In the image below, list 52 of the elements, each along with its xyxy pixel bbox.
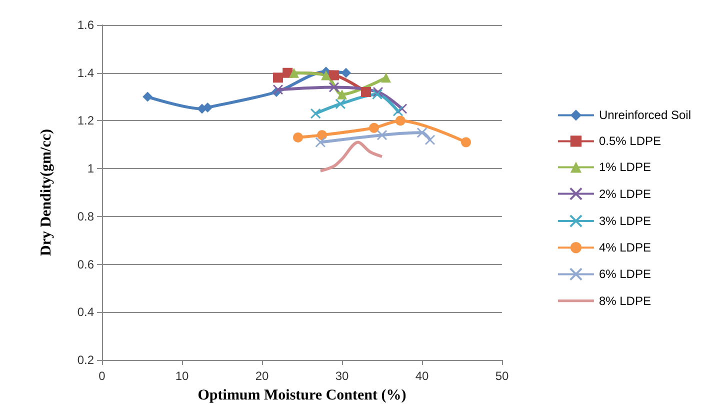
y-tick-label: 1.6 [77, 18, 94, 32]
point [376, 130, 388, 140]
point [272, 84, 284, 95]
y-tick-label: 0.4 [77, 305, 94, 320]
point [321, 70, 331, 80]
y-tick-label: 1.2 [77, 114, 94, 128]
point [317, 130, 327, 140]
point [424, 134, 436, 146]
point [396, 104, 408, 114]
line-series [318, 140, 384, 172]
point [461, 137, 471, 148]
point [392, 106, 404, 116]
legend-label: 6% LDPE [598, 267, 651, 282]
legend-label: 0.5% LDPE [598, 134, 661, 148]
legend-label: 2% LDPE [598, 186, 651, 201]
legend-label: 3% LDPE [598, 214, 651, 228]
legend-label: 1% LDPE [598, 160, 651, 174]
y-tick-label: 0.2 [77, 353, 94, 367]
y-tick-label: 0.8 [77, 209, 94, 224]
x-tick-label: 10 [175, 369, 189, 383]
x-tick-label: 20 [255, 369, 269, 383]
point [289, 68, 299, 78]
point [335, 98, 346, 110]
x-tick-label: 50 [495, 369, 509, 383]
point [381, 72, 391, 83]
x-tick-label: 0 [98, 369, 106, 383]
point [395, 116, 406, 126]
point [315, 137, 326, 148]
y-axis-title: Dry Dendity(gm/cc) [38, 128, 54, 256]
point [361, 87, 371, 97]
point [310, 108, 321, 119]
x-tick-label: 30 [335, 369, 349, 383]
legend-label: 4% LDPE [598, 240, 651, 255]
point [341, 68, 351, 78]
x-tick-label: 40 [415, 369, 429, 383]
y-tick-label: 1 [87, 162, 94, 176]
y-tick-label: 0.6 [77, 257, 94, 272]
point [142, 92, 153, 102]
point [329, 70, 339, 80]
point [337, 89, 347, 100]
x-axis-title: Optimum Moisture Content (%) [198, 388, 406, 404]
point [273, 72, 283, 83]
point [202, 102, 213, 113]
y-tick-label: 1.4 [77, 66, 94, 80]
legend-label: Unreinforced Soil [598, 108, 691, 122]
point [293, 132, 303, 142]
legend-label: 8% LDPE [598, 294, 651, 308]
point [369, 122, 379, 133]
point [372, 86, 384, 98]
point [372, 89, 382, 100]
point [416, 127, 428, 138]
point [328, 82, 340, 92]
